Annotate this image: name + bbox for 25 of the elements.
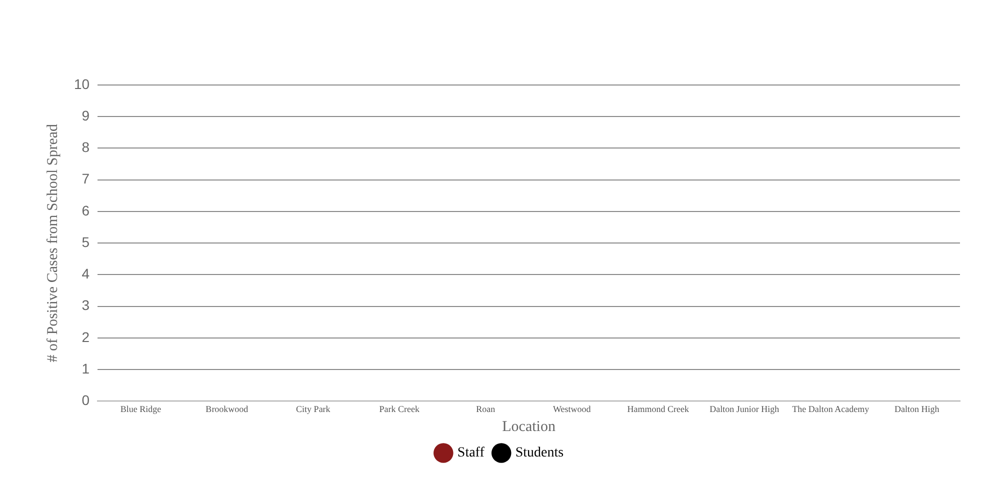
y-axis-title: # of Positive Cases from School Spread bbox=[44, 123, 61, 362]
y-tick-label: 2 bbox=[82, 328, 90, 345]
x-tick-label: Hammond Creek bbox=[627, 404, 690, 414]
y-tick-label: 1 bbox=[82, 360, 90, 376]
x-tick-label: Brookwood bbox=[206, 404, 249, 414]
legend-label: Staff bbox=[457, 446, 485, 461]
y-tick-label: 7 bbox=[82, 170, 90, 187]
y-tick-label: 9 bbox=[82, 107, 90, 124]
x-tick-label: City Park bbox=[296, 404, 331, 414]
y-tick-label: 10 bbox=[74, 76, 90, 92]
x-tick-label: Dalton High bbox=[894, 404, 940, 414]
x-tick-label: Westwood bbox=[553, 404, 592, 414]
x-tick-label: The Dalton Academy bbox=[792, 404, 870, 414]
x-tick-label: Dalton Junior High bbox=[710, 404, 780, 414]
y-tick-label: 0 bbox=[82, 392, 90, 408]
x-tick-label: Blue Ridge bbox=[120, 404, 162, 414]
x-tick-label: Roan bbox=[476, 404, 496, 414]
y-tick-label: 5 bbox=[82, 234, 90, 250]
legend-label: Students bbox=[515, 446, 564, 461]
x-axis-title: Location bbox=[502, 418, 556, 435]
y-tick-label: 3 bbox=[82, 297, 90, 314]
y-tick-label: 8 bbox=[82, 139, 90, 156]
y-tick-label: 6 bbox=[82, 202, 90, 218]
x-tick-label: Park Creek bbox=[379, 404, 420, 414]
y-tick-label: 4 bbox=[82, 266, 90, 282]
